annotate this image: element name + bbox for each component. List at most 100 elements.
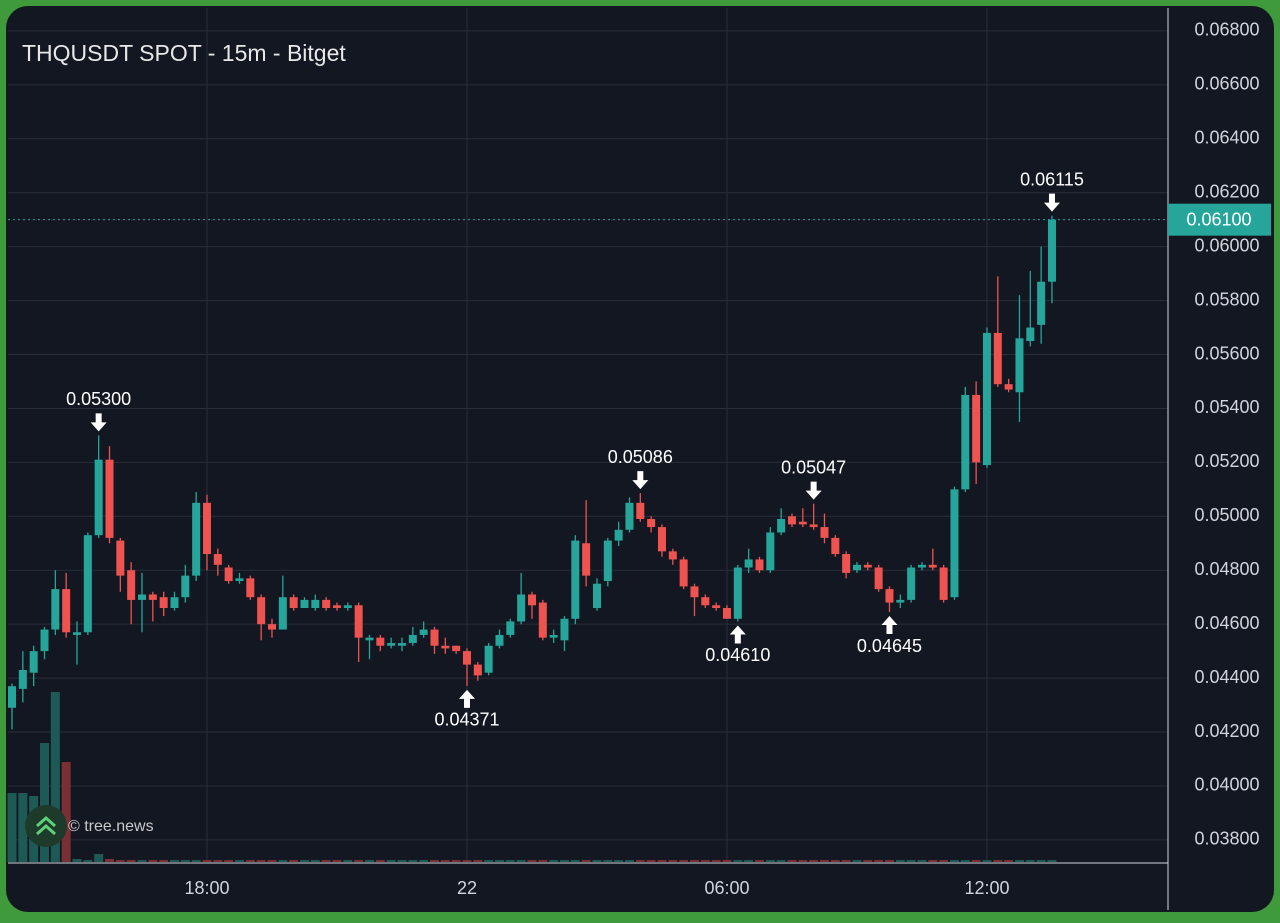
candle-body <box>1004 384 1013 390</box>
x-tick-label: 18:00 <box>184 878 229 898</box>
logo-icon <box>36 815 56 836</box>
candle-body <box>1026 327 1035 342</box>
volume-bar <box>321 860 331 862</box>
candle-body <box>246 578 255 598</box>
candle-body <box>408 634 417 644</box>
candle-body <box>690 586 699 598</box>
volume-bar <box>1025 860 1035 862</box>
y-tick-label: 0.06200 <box>1194 181 1259 201</box>
annotation-label: 0.06115 <box>1020 169 1084 189</box>
y-tick-label: 0.04800 <box>1194 559 1259 579</box>
annotation-arrow <box>632 471 649 490</box>
volume-bar <box>863 860 873 862</box>
candle-body <box>560 618 569 641</box>
candle-body <box>1047 219 1056 282</box>
candle-body <box>148 594 157 600</box>
volume-bar <box>570 860 580 862</box>
volume-bar <box>614 860 624 862</box>
volume-bar <box>679 860 689 862</box>
volume-bar <box>159 860 169 862</box>
volume-bar <box>462 860 472 862</box>
volume-bar <box>646 860 656 862</box>
volume-bar <box>126 860 136 862</box>
candle-body <box>267 624 276 630</box>
y-tick-label: 0.05400 <box>1194 397 1259 417</box>
candle-body <box>94 459 103 536</box>
plot <box>8 215 1056 730</box>
candle-body <box>1037 281 1046 325</box>
candle-body <box>473 664 482 676</box>
volume-bar <box>581 860 591 862</box>
x-tick-label: 12:00 <box>964 878 1009 898</box>
candle-body <box>462 651 471 665</box>
candle-body <box>1015 338 1024 393</box>
y-tick-label: 0.06400 <box>1194 128 1259 148</box>
y-tick-label: 0.04200 <box>1194 721 1259 741</box>
candle-body <box>354 605 363 638</box>
candle-body <box>332 605 341 608</box>
candle-body <box>896 599 905 603</box>
candle-body <box>8 686 16 708</box>
volume-bar <box>949 860 959 862</box>
candle-body <box>722 607 731 619</box>
volume-bar <box>473 860 483 862</box>
volume-bar <box>917 860 927 862</box>
volume-bar <box>538 860 548 862</box>
volume-bar <box>354 860 364 862</box>
volume-bar <box>72 859 82 862</box>
candle-body <box>712 605 721 608</box>
candle-body <box>928 564 937 568</box>
candle-body <box>116 540 125 576</box>
volume-bar <box>343 860 353 862</box>
candle-body <box>961 394 970 490</box>
volume-bar <box>765 860 775 862</box>
candle-body <box>419 629 428 635</box>
volume-bar <box>1047 860 1057 862</box>
annotation-arrow <box>805 481 822 500</box>
volume-bar <box>202 860 212 862</box>
annotation-arrow <box>881 616 898 635</box>
annotation-arrow <box>729 625 746 644</box>
volume-bar <box>928 860 938 862</box>
candle-body <box>365 637 374 641</box>
volume-bar <box>234 860 244 862</box>
volume-bar <box>278 860 288 862</box>
volume-bar <box>115 860 125 862</box>
candle-body <box>993 332 1002 385</box>
annotation-label: 0.04645 <box>857 636 922 656</box>
candle-body <box>571 540 580 619</box>
volume-bar <box>939 860 949 862</box>
volume-bar <box>137 860 147 862</box>
candle-body <box>202 502 211 555</box>
candle-body <box>40 629 49 652</box>
volume-bar <box>451 860 461 862</box>
candle-body <box>105 459 114 538</box>
candle-body <box>582 543 591 576</box>
candle-body <box>614 529 623 541</box>
volume-bar <box>505 860 515 862</box>
volume-bar <box>744 860 754 862</box>
candle-body <box>18 670 27 689</box>
candle-body <box>192 502 201 576</box>
volume-bar <box>180 860 190 862</box>
candle-body <box>809 524 818 528</box>
volume-bar <box>852 860 862 862</box>
candle-body <box>701 597 710 606</box>
candle-body <box>798 521 807 525</box>
annotation-arrow <box>90 413 107 432</box>
last-price-label: 0.06100 <box>1186 209 1251 229</box>
volume-bar <box>61 762 71 862</box>
volume-bar <box>310 860 320 862</box>
volume-bar <box>440 860 450 862</box>
volume-bar <box>256 860 266 862</box>
volume-bar <box>841 860 851 862</box>
annotation-label: 0.05047 <box>781 457 846 477</box>
volume-bar <box>245 860 255 862</box>
candle-body <box>83 535 92 633</box>
candle-body <box>51 589 60 630</box>
candle-body <box>441 645 450 649</box>
volume-bar <box>39 743 49 862</box>
volume-bar <box>603 860 613 862</box>
candle-body <box>950 489 959 598</box>
candle-body <box>289 597 298 608</box>
